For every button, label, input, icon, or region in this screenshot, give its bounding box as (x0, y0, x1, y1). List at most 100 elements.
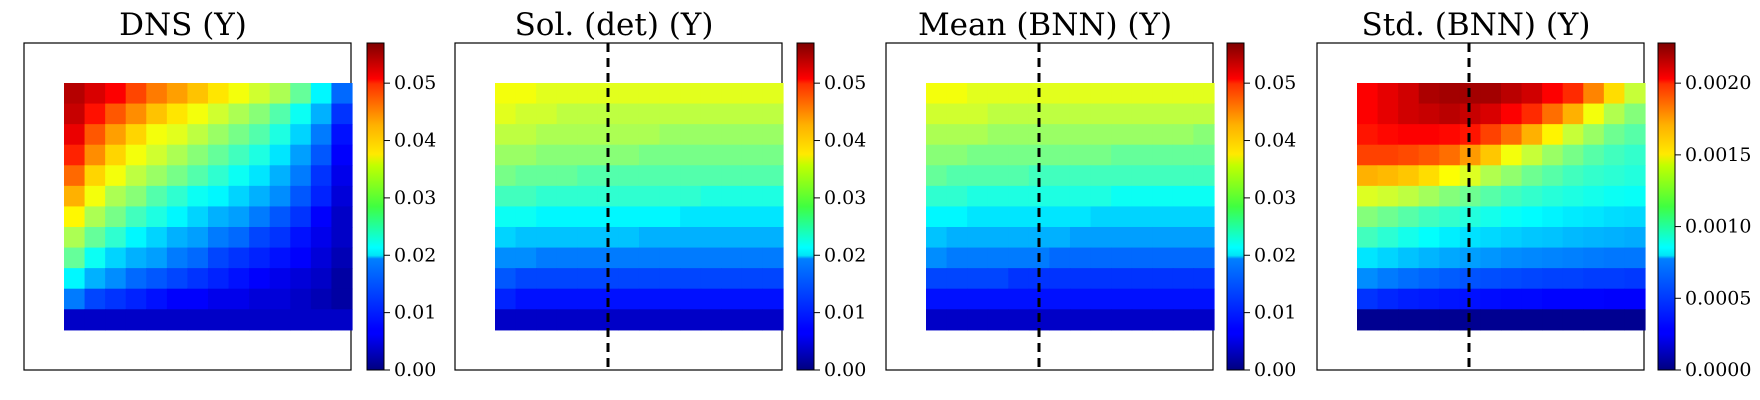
heatmap-cell (310, 268, 333, 290)
heatmap-cell (926, 103, 948, 125)
heatmap-cell (1069, 309, 1092, 331)
heatmap-cell (166, 247, 189, 269)
heatmap-cell (310, 247, 333, 269)
heatmap-cell (1111, 226, 1133, 249)
heatmap-cell (638, 247, 661, 269)
heatmap-cell (105, 268, 127, 290)
heatmap-cell (1377, 185, 1399, 208)
heatmap-cell (84, 165, 106, 187)
heatmap-cell (1562, 124, 1584, 146)
heatmap-cell (1542, 144, 1564, 166)
heatmap-cell (1090, 185, 1112, 208)
heatmap-cell (1603, 268, 1626, 290)
heatmap-cell (1131, 165, 1153, 187)
heatmap-cell (1357, 268, 1379, 290)
heatmap-cell (166, 226, 189, 249)
heatmap-cell (495, 185, 517, 208)
heatmap-cell (166, 206, 189, 228)
heatmap-cell (64, 226, 86, 249)
heatmap-cell (1418, 268, 1440, 290)
heatmap-cell (577, 165, 599, 187)
heatmap-cell (1500, 165, 1523, 187)
heatmap-cell (187, 83, 209, 105)
heatmap-cell (1398, 247, 1420, 269)
heatmap-cell (638, 144, 661, 166)
heatmap-cell (1008, 206, 1030, 228)
heatmap-cell (1521, 288, 1543, 310)
heatmap-cell (1377, 226, 1399, 249)
heatmap-cell (1542, 185, 1564, 208)
heatmap-cell (1439, 124, 1461, 146)
heatmap-cell (762, 206, 784, 228)
heatmap-cell (741, 165, 764, 187)
heatmap-cell (146, 288, 168, 310)
heatmap-cell (556, 165, 578, 187)
heatmap-cell (310, 185, 333, 208)
heatmap-cell (556, 103, 578, 125)
heatmap-cell (1131, 268, 1153, 290)
heatmap-cell (269, 103, 291, 125)
heatmap-cell (987, 185, 1009, 208)
heatmap-cell (700, 103, 722, 125)
heatmap-cell (495, 124, 517, 146)
heatmap-cell (1418, 124, 1440, 146)
heatmap-cell (64, 185, 86, 208)
heatmap-cell (721, 309, 743, 331)
heatmap-cell (1377, 83, 1399, 105)
heatmap-cell (1459, 103, 1482, 125)
heatmap-cell (515, 185, 537, 208)
heatmap-cell (1111, 247, 1133, 269)
heatmap-cell (987, 268, 1009, 290)
heatmap-cell (1111, 165, 1133, 187)
heatmap-cell (331, 165, 353, 187)
heatmap-cell (946, 226, 968, 249)
heatmap-cell (1521, 206, 1543, 228)
heatmap-cell (1521, 165, 1543, 187)
heatmap-cell (1131, 83, 1153, 105)
heatmap-cell (1193, 185, 1215, 208)
heatmap-cell (987, 206, 1009, 228)
heatmap-cell (1090, 144, 1112, 166)
heatmap-cell (721, 144, 743, 166)
heatmap-cell (618, 288, 640, 310)
heatmap-cell (1398, 83, 1420, 105)
heatmap-cell (967, 226, 989, 249)
heatmap-cell (228, 124, 250, 146)
heatmap-cell (1377, 103, 1399, 125)
heatmap-cell (1049, 268, 1071, 290)
heatmap-cell (1069, 103, 1092, 125)
heatmap-cell (1049, 124, 1071, 146)
heatmap-cell (721, 185, 743, 208)
heatmap-cell (1193, 309, 1215, 331)
heatmap-cell (1562, 247, 1584, 269)
heatmap-cell (926, 185, 948, 208)
heatmap-cell (166, 144, 189, 166)
heatmap-cell (1418, 144, 1440, 166)
heatmap-cell (207, 288, 230, 310)
heatmap-cell (125, 103, 147, 125)
heatmap-cell (1480, 185, 1502, 208)
heatmap-cell (1008, 83, 1030, 105)
heatmap-cell (700, 185, 722, 208)
heatmap-cell (269, 144, 291, 166)
heatmap-cell (1357, 247, 1379, 269)
heatmap-cell (515, 124, 537, 146)
heatmap-cell (187, 226, 209, 249)
heatmap-cell (187, 124, 209, 146)
heatmap-cell (1049, 309, 1071, 331)
heatmap-cell (762, 103, 784, 125)
heatmap-cell (228, 144, 250, 166)
heatmap-cell (105, 124, 127, 146)
heatmap-cell (84, 103, 106, 125)
heatmap-cell (967, 185, 989, 208)
heatmap-cell (1562, 309, 1584, 331)
heatmap-cell (290, 226, 312, 249)
colorbar-tick-label: 0.0005 (1685, 287, 1751, 309)
heatmap-cell (1152, 288, 1174, 310)
colorbar (796, 42, 815, 371)
heatmap-cell (680, 309, 702, 331)
heatmap-cell (125, 288, 147, 310)
panel-title: DNS (Y) (119, 7, 247, 43)
heatmap-cell (249, 124, 271, 146)
heatmap-cell (64, 206, 86, 228)
